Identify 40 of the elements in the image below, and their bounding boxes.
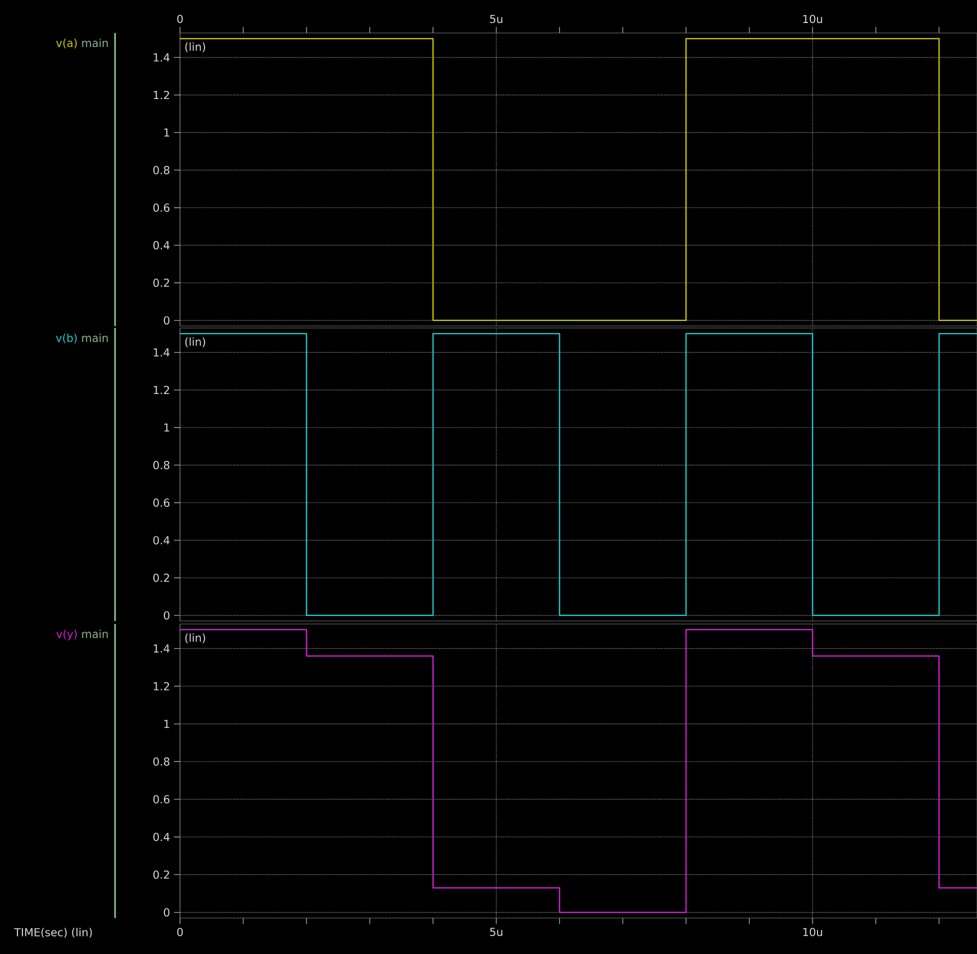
y-tick-label: 1 — [164, 720, 170, 728]
y-tick-label: 0.6 — [153, 498, 170, 507]
y-tick-label: 1.2 — [154, 682, 170, 690]
y-tick-label: 0.2 — [153, 870, 170, 879]
y-tick-label: 1 — [164, 424, 170, 432]
y-tick-label: 1.4 — [154, 348, 170, 356]
y-tick-label: 0.8 — [153, 460, 170, 470]
y-tick-label: 0.4 — [153, 536, 170, 544]
y-tick-label: 0.6 — [153, 795, 170, 804]
annotation: (lin) — [185, 337, 206, 348]
x-axis-title: TIME(sec) (lin) — [14, 928, 92, 938]
y-tick-label: 1.4 — [154, 644, 170, 653]
y-tick-label: 0 — [164, 316, 170, 325]
text: main — [82, 630, 108, 638]
y-tick-label: 0.8 — [153, 757, 170, 766]
text: main — [82, 334, 108, 342]
annotation: (lin) — [185, 42, 206, 52]
x-tick-label: 5u — [490, 14, 502, 24]
y-tick-label: 0 — [164, 611, 170, 620]
x-tick-label: 0 — [177, 928, 183, 936]
y-tick-label: 1.2 — [154, 386, 170, 394]
x-tick-label: 0 — [177, 14, 183, 24]
y-tick-label: 1.4 — [154, 53, 170, 62]
y-tick-label: 1.2 — [154, 90, 170, 100]
y-tick-label: 0.4 — [153, 241, 170, 250]
text: main — [82, 38, 108, 48]
x-tick-label: 5u — [490, 928, 502, 936]
y-tick-label: 0.8 — [153, 166, 170, 174]
y-tick-label: 0.2 — [153, 278, 170, 287]
text: v(y) — [56, 630, 77, 640]
y-tick-label: 0.6 — [153, 203, 170, 212]
x-tick-label: 10u — [803, 14, 822, 24]
text: v(a) — [56, 38, 77, 48]
y-tick-label: 0.4 — [153, 832, 170, 842]
y-tick-label: 1 — [164, 128, 170, 137]
y-tick-label: 0 — [164, 908, 170, 917]
annotation: (lin) — [185, 633, 206, 644]
text: v(b) — [56, 334, 77, 344]
y-tick-label: 0.2 — [153, 574, 170, 582]
x-tick-label: 10u — [803, 928, 822, 936]
